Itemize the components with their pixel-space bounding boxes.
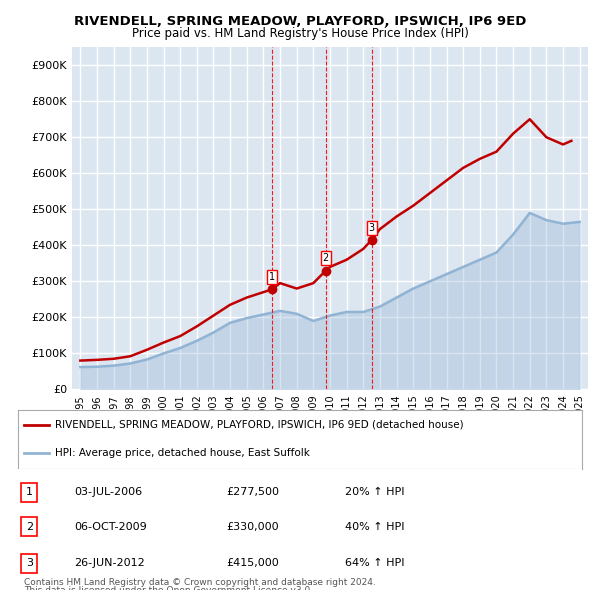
Text: £330,000: £330,000 [227,522,280,532]
Text: 2: 2 [323,253,329,263]
Text: £277,500: £277,500 [227,487,280,497]
Text: 03-JUL-2006: 03-JUL-2006 [74,487,143,497]
Text: 3: 3 [26,558,33,568]
Text: £415,000: £415,000 [227,558,280,568]
Text: 1: 1 [26,487,33,497]
Text: 2: 2 [26,522,33,532]
Text: Price paid vs. HM Land Registry's House Price Index (HPI): Price paid vs. HM Land Registry's House … [131,27,469,40]
Text: 1: 1 [269,272,275,282]
Text: HPI: Average price, detached house, East Suffolk: HPI: Average price, detached house, East… [55,448,310,457]
Text: RIVENDELL, SPRING MEADOW, PLAYFORD, IPSWICH, IP6 9ED (detached house): RIVENDELL, SPRING MEADOW, PLAYFORD, IPSW… [55,420,463,430]
Text: This data is licensed under the Open Government Licence v3.0.: This data is licensed under the Open Gov… [24,586,313,590]
Text: 06-OCT-2009: 06-OCT-2009 [74,522,147,532]
Text: RIVENDELL, SPRING MEADOW, PLAYFORD, IPSWICH, IP6 9ED: RIVENDELL, SPRING MEADOW, PLAYFORD, IPSW… [74,15,526,28]
Text: 3: 3 [368,222,374,232]
Text: 64% ↑ HPI: 64% ↑ HPI [345,558,404,568]
Text: 20% ↑ HPI: 20% ↑ HPI [345,487,404,497]
Text: 26-JUN-2012: 26-JUN-2012 [74,558,145,568]
Text: Contains HM Land Registry data © Crown copyright and database right 2024.: Contains HM Land Registry data © Crown c… [24,578,376,587]
Text: 40% ↑ HPI: 40% ↑ HPI [345,522,404,532]
